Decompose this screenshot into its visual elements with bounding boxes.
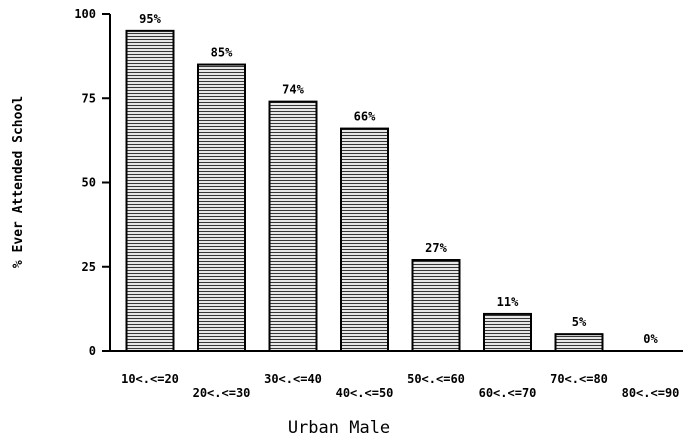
x-tick-label: 60<.<=70 bbox=[479, 386, 537, 400]
x-tick-label: 50<.<=60 bbox=[407, 372, 465, 386]
x-tick-label: 30<.<=40 bbox=[264, 372, 322, 386]
bar-value-label: 85% bbox=[211, 46, 233, 60]
x-tick-label: 40<.<=50 bbox=[336, 386, 394, 400]
bar-value-label: 27% bbox=[425, 241, 447, 255]
bar-value-label: 95% bbox=[139, 12, 161, 26]
bar-value-label: 66% bbox=[354, 110, 376, 124]
x-tick-label: 70<.<=80 bbox=[550, 372, 608, 386]
bar-value-label: 5% bbox=[572, 315, 587, 329]
bar bbox=[197, 63, 246, 353]
y-tick-label: 100 bbox=[74, 7, 96, 21]
x-tick-label: 80<.<=90 bbox=[622, 386, 680, 400]
y-axis-title: % Ever Attended School bbox=[11, 96, 26, 268]
y-tick-label: 0 bbox=[89, 344, 96, 358]
y-tick-label: 25 bbox=[82, 260, 96, 274]
bars-group bbox=[125, 29, 604, 353]
bar-value-label: 0% bbox=[643, 332, 658, 346]
bar-value-label: 11% bbox=[497, 295, 519, 309]
x-axis-title: Urban Male bbox=[288, 418, 390, 438]
bar-value-label: 74% bbox=[282, 83, 304, 97]
value-labels-group: 95% 85% 74% 66% 27% 11% 5% 0% bbox=[139, 12, 658, 346]
bar bbox=[125, 29, 175, 352]
y-axis: 0 25 50 75 100 bbox=[74, 7, 110, 358]
bar bbox=[411, 259, 461, 353]
y-tick-label: 75 bbox=[82, 91, 96, 105]
x-tick-label: 20<.<=30 bbox=[193, 386, 251, 400]
bar bbox=[554, 333, 604, 352]
x-tick-labels-group: 10<.<=20 20<.<=30 30<.<=40 40<.<=50 50<.<=60… bbox=[121, 372, 679, 400]
bar bbox=[340, 127, 389, 352]
bar bbox=[268, 100, 318, 353]
x-tick-label: 10<.<=20 bbox=[121, 372, 179, 386]
bar bbox=[483, 312, 532, 352]
y-tick-label: 50 bbox=[82, 176, 96, 190]
